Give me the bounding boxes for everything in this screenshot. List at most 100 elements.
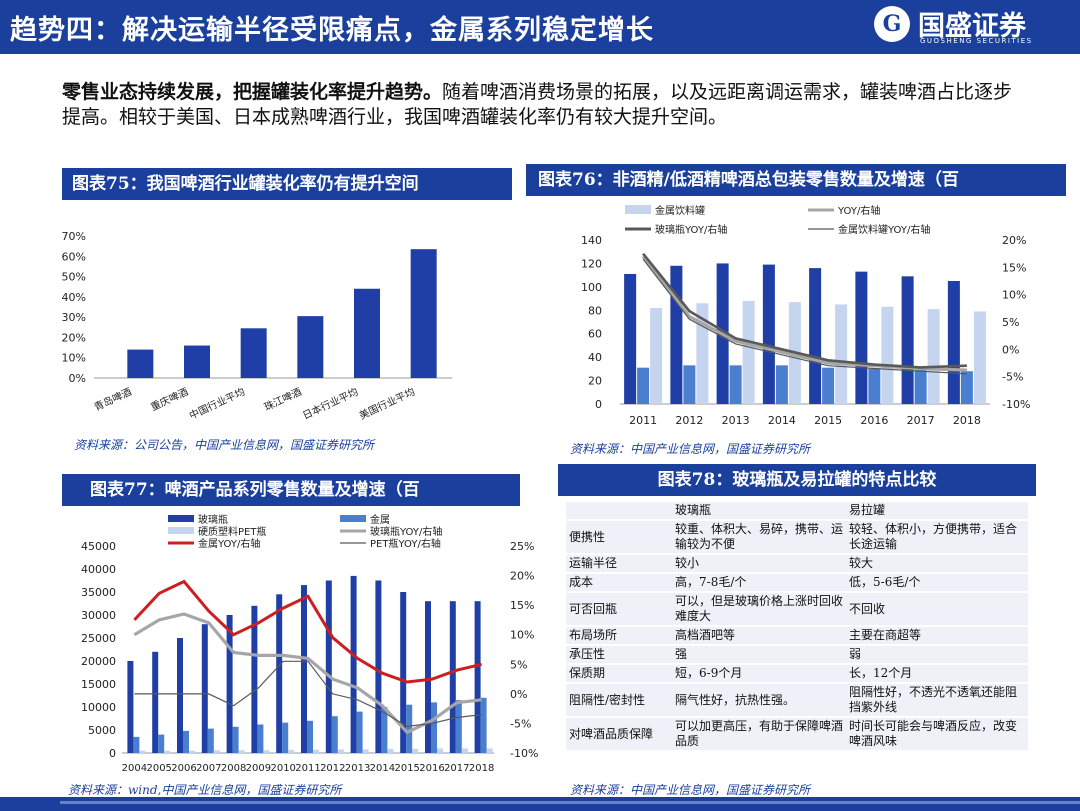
- bar-pet: [486, 748, 493, 753]
- y-tick-label: 30%: [62, 311, 86, 324]
- x-tick-label: 美国行业平均: [357, 385, 417, 422]
- bar-glass: [350, 575, 357, 753]
- table-cell: 长，12个月: [846, 664, 1028, 684]
- bar-pet: [437, 748, 443, 753]
- bar-glass: [914, 370, 927, 404]
- bar-glass: [226, 615, 233, 753]
- y-tick-label: 20%: [62, 331, 86, 344]
- page-title: 趋势四：解决运输半径受限痛点，金属系列稳定增长: [10, 15, 654, 46]
- bar-pet: [238, 750, 245, 753]
- intro-text: 随着啤酒消费场景的拓展，以及远距离调运需求，罐装啤酒占比逐步提高。相较于美国、日…: [62, 81, 1013, 128]
- bar-glass: [325, 580, 332, 753]
- bar-metal: [133, 736, 140, 753]
- bar: [354, 288, 380, 378]
- y2-tick-label: 25%: [510, 540, 534, 553]
- legend-swatch: [340, 515, 366, 522]
- legend-swatch: [625, 205, 651, 214]
- bar-glass: [301, 585, 307, 753]
- y-tick-label: 20000: [81, 655, 116, 668]
- bar-pet: [313, 749, 319, 753]
- bar-metal: [356, 711, 363, 753]
- table-header-cell: 易拉罐: [846, 502, 1028, 521]
- legend-label: 玻璃瓶YOY/右轴: [655, 223, 727, 236]
- legend-label: 硬质塑料PET瓶: [198, 525, 266, 538]
- x-tick-label: 2016: [419, 763, 444, 774]
- logo-subtitle: GUOSHENG SECURITIES: [920, 37, 1033, 45]
- bar-glass: [127, 661, 134, 753]
- y-tick-label: 120: [581, 257, 602, 270]
- bar-pet: [213, 750, 220, 753]
- bar-pet: [189, 750, 195, 753]
- table-cell: 可以加更高压，有助于保障啤酒品质: [672, 717, 846, 752]
- y-tick-label: 10000: [81, 701, 116, 714]
- legend-label: 金属YOY/右轴: [198, 537, 260, 550]
- yoy-line: [134, 660, 482, 728]
- chart76-plot: 0 20 40 60 80 100 120 140 -10% -5% 0% 5% 10% 15% 20% 20…: [581, 204, 1030, 427]
- yoy-line: [642, 258, 967, 375]
- bar: [410, 249, 437, 378]
- table-cell: 可否回瓶: [566, 592, 672, 627]
- bar-pet: [164, 750, 171, 753]
- bar-glass: [152, 651, 159, 753]
- bar-metal: [282, 722, 289, 753]
- bar-glass: [637, 367, 650, 404]
- table-row: 布局场所 高档酒吧等 主要在商超等: [566, 626, 1028, 646]
- table-row: 便携性 较重、体积大、易碎，携带、运输较为不便 较轻、体积小，方便携带，适合长途运输: [566, 520, 1028, 555]
- bar-glass: [449, 601, 456, 753]
- x-tick-label: 2011: [295, 763, 320, 774]
- legend-label: 玻璃瓶YOY/右轴: [370, 525, 442, 538]
- bar-glass: [177, 638, 183, 753]
- footer-stripe: [60, 801, 1080, 804]
- x-tick-label: 2005: [146, 763, 171, 774]
- x-tick-label: 2007: [196, 763, 221, 774]
- table-cell: 强: [672, 645, 846, 665]
- bar-pet: [263, 750, 270, 753]
- page-header: 趋势四：解决运输半径受限痛点，金属系列稳定增长 G 国盛证券 GUOSHENG …: [0, 0, 1080, 54]
- bar: [240, 328, 267, 378]
- table78-source: 资料来源：中国产业信息网，国盛证券研究所: [570, 783, 811, 797]
- table-cell: 运输半径: [566, 554, 672, 574]
- chart77-plot: 0 5000 10000 15000 20000 25000 30000 35000 40000…: [81, 513, 538, 774]
- bar-glass: [400, 592, 407, 753]
- bar-pet: [139, 750, 146, 753]
- bar-metal: [480, 697, 487, 753]
- y2-tick-label: -10%: [1002, 398, 1030, 411]
- bar-total: [624, 273, 637, 404]
- legend-label: YOY/右轴: [837, 204, 880, 217]
- x-tick-label: 中国行业平均: [187, 385, 247, 422]
- table-cell: 较重、体积大、易碎，携带、运输较为不便: [672, 520, 846, 555]
- table-cell: 可以，但是玻璃价格上涨时回收难度大: [672, 592, 846, 627]
- y2-tick-label: -5%: [1002, 371, 1023, 384]
- table-cell: 不回收: [846, 592, 1028, 627]
- logo-mark-icon: G: [874, 6, 910, 42]
- bar: [184, 345, 210, 378]
- table-cell: 高档酒吧等: [672, 626, 846, 646]
- x-tick-label: 2008: [221, 763, 246, 774]
- chart75-header: 图表75：我国啤酒行业罐装化率仍有提升空间: [62, 168, 512, 200]
- x-tick-label: 2017: [907, 414, 935, 427]
- table-row: 保质期 短，6-9个月 长，12个月: [566, 664, 1028, 684]
- bar-metal: [257, 724, 264, 753]
- table-cell: 布局场所: [566, 626, 672, 646]
- table-row: 对啤酒品质保障 可以加更高压，有助于保障啤酒品质 时间长可能会与啤酒反应，改变啤酒风…: [566, 717, 1028, 752]
- bar-glass: [474, 601, 481, 753]
- table-row: 承压性强弱: [566, 645, 1028, 665]
- bar-pet: [387, 748, 394, 753]
- bar-metal: [183, 730, 189, 753]
- table-cell: 高，7-8毛/个: [672, 573, 846, 593]
- bar: [127, 349, 154, 378]
- bar-pet: [288, 749, 295, 753]
- x-tick-label: 2015: [394, 763, 419, 774]
- bar-glass: [425, 601, 431, 753]
- bar-total: [762, 264, 775, 404]
- bar-glass: [201, 624, 208, 753]
- bar-total: [947, 281, 960, 404]
- logo-name: 国盛证券: [918, 11, 1026, 42]
- chart77-header: 图表77：啤酒产品系列零售数量及增速（百: [62, 474, 520, 506]
- legend-label: PET瓶YOY/右轴: [370, 537, 441, 550]
- bar-metal: [331, 716, 338, 753]
- table-cell: 对啤酒品质保障: [566, 717, 672, 752]
- table-cell: 短，6-9个月: [672, 664, 846, 684]
- legend-label: 金属饮料罐: [655, 204, 705, 217]
- x-tick-label: 青岛啤酒: [92, 385, 134, 414]
